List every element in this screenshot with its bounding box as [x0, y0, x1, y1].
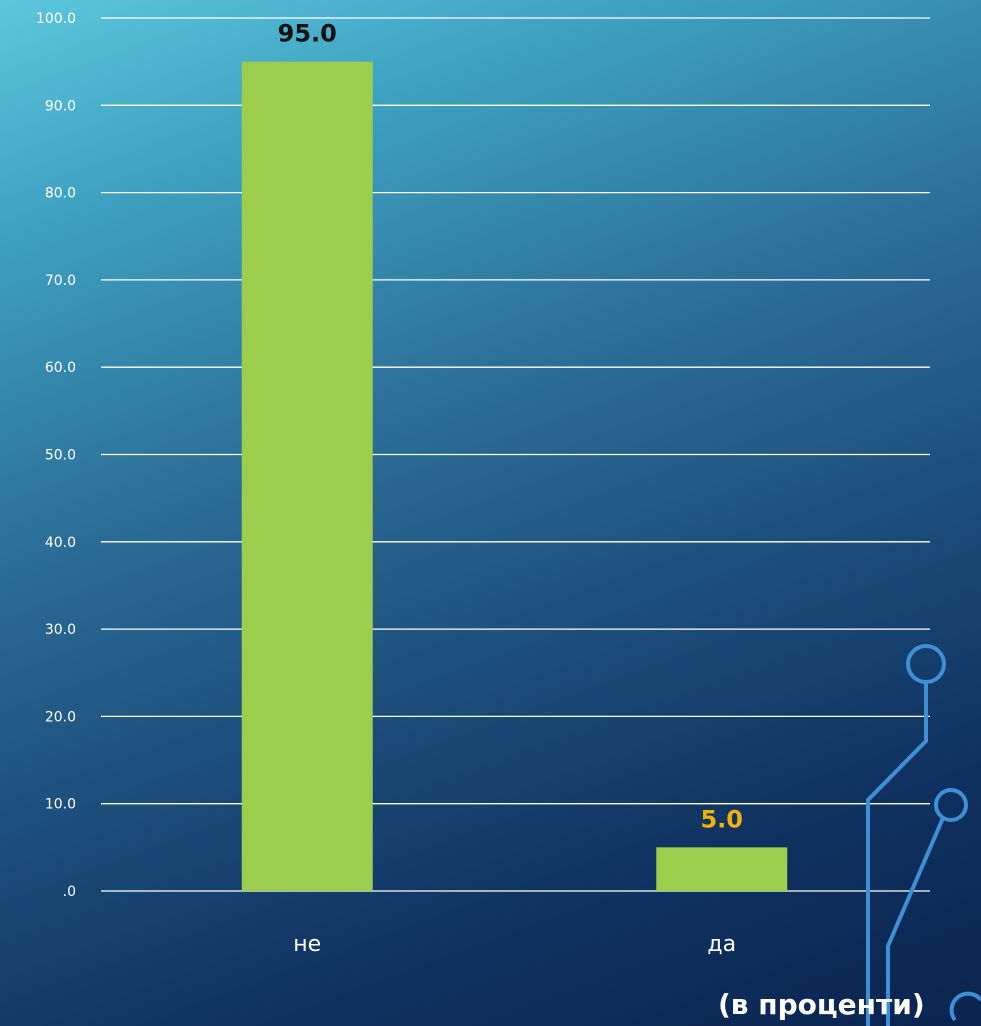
x-category-label: да — [707, 932, 736, 957]
x-axis-category-labels: не да — [293, 932, 736, 957]
y-tick-label: 30.0 — [45, 622, 76, 638]
value-label: 95.0 — [278, 20, 337, 48]
y-tick-label: 50.0 — [45, 448, 76, 464]
y-tick-label: 10.0 — [45, 797, 76, 813]
y-axis-tick-labels: .0 10.0 20.0 30.0 40.0 50.0 60.0 70.0 80.0 90.0 10… — [36, 11, 76, 900]
y-tick-label: 100.0 — [36, 11, 76, 27]
x-category-label: не — [293, 932, 321, 957]
y-tick-label: 90.0 — [45, 98, 76, 114]
bar-2 — [656, 847, 788, 891]
value-label: 5.0 — [700, 805, 743, 833]
y-tick-label: 60.0 — [45, 360, 76, 376]
y-tick-label: 80.0 — [45, 186, 76, 202]
grid-lines — [101, 17, 930, 892]
bar-1 — [241, 61, 373, 891]
y-tick-label: .0 — [63, 884, 76, 900]
value-labels: 95.0 5.0 — [278, 20, 743, 834]
y-tick-label: 40.0 — [45, 535, 76, 551]
bars — [241, 61, 788, 891]
unit-note: (в проценти) — [718, 988, 925, 1021]
y-tick-label: 70.0 — [45, 273, 76, 289]
y-tick-label: 20.0 — [45, 709, 76, 725]
